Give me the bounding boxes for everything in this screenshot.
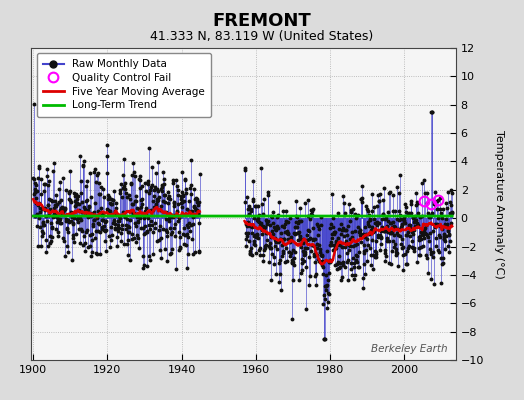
Text: FREMONT: FREMONT bbox=[213, 12, 311, 30]
Text: Berkeley Earth: Berkeley Earth bbox=[371, 344, 447, 354]
Y-axis label: Temperature Anomaly (°C): Temperature Anomaly (°C) bbox=[494, 130, 504, 278]
Text: 41.333 N, 83.119 W (United States): 41.333 N, 83.119 W (United States) bbox=[150, 30, 374, 43]
Legend: Raw Monthly Data, Quality Control Fail, Five Year Moving Average, Long-Term Tren: Raw Monthly Data, Quality Control Fail, … bbox=[37, 53, 211, 117]
